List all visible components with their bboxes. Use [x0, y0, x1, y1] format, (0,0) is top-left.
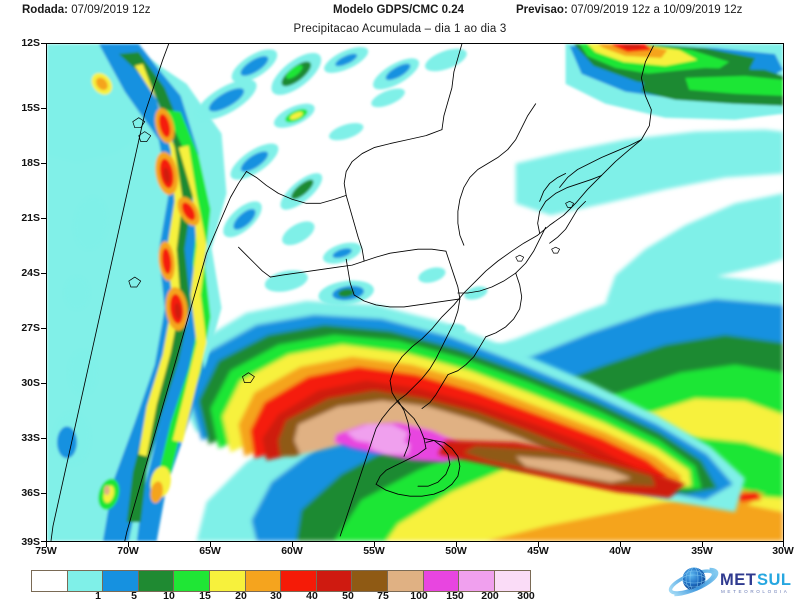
legend-swatch-13[interactable]: [494, 571, 531, 591]
legend-value-0: 1: [95, 590, 101, 602]
chart-subtitle: Precipitacao Acumulada – dia 1 ao dia 3: [293, 23, 507, 35]
x-axis-label-1: 70W: [117, 545, 139, 557]
x-axis-label-5: 50W: [445, 545, 467, 557]
y-axis-label-3: 21S: [21, 212, 40, 224]
y-axis-label-9: 39S: [21, 536, 40, 548]
metsul-logo[interactable]: MET SUL METEOROLOGIA: [668, 563, 792, 599]
legend-swatch-0[interactable]: [32, 571, 68, 591]
legend-swatch-10[interactable]: [387, 571, 424, 591]
y-axis-label-2: 18S: [21, 157, 40, 169]
legend-value-5: 30: [270, 590, 282, 602]
legend-value-12: 300: [517, 590, 535, 602]
legend-tick-labels: 1 5 10 15 20 30 40 50 75 100 150 200 300: [31, 590, 535, 602]
legend-swatch-7[interactable]: [281, 571, 317, 591]
y-axis-label-0: 12S: [21, 37, 40, 49]
precipitation-contours: [47, 44, 783, 541]
contour-group-andes: [47, 44, 227, 541]
legend-swatch-6[interactable]: [245, 571, 282, 591]
y-axis-label-1: 15S: [21, 102, 40, 114]
andes-hotspots: [91, 73, 200, 510]
legend-swatch-11[interactable]: [423, 571, 460, 591]
contour-group-scattered: [53, 46, 488, 465]
x-axis-label-9: 30W: [772, 545, 794, 557]
model-run-value: 07/09/2019 12z: [71, 4, 151, 16]
logo-brand-met: MET: [720, 571, 756, 589]
legend-value-4: 20: [235, 590, 247, 602]
model-run-label: Rodada:: [22, 4, 68, 16]
legend-swatch-4[interactable]: [174, 571, 210, 591]
legend-value-11: 200: [481, 590, 499, 602]
contour-group-east-extension: [437, 440, 686, 499]
contour-group-ne-coast: [565, 44, 783, 120]
model-name: Modelo GDPS/CMC 0.24: [333, 4, 464, 16]
x-axis-label-0: 75W: [35, 545, 57, 557]
y-axis-label-6: 30S: [21, 377, 40, 389]
forecast-validity-info: Previsao: 07/09/2019 12z a 10/09/2019 12…: [516, 4, 742, 16]
y-axis-label-5: 27S: [21, 322, 40, 334]
forecast-validity-label: Previsao:: [516, 4, 568, 16]
x-axis-label-7: 40W: [609, 545, 631, 557]
legend-swatch-1[interactable]: [67, 571, 104, 591]
map-canvas: [47, 44, 783, 541]
y-axis-label-8: 36S: [21, 487, 40, 499]
political-borders: [50, 44, 654, 541]
legend-value-7: 50: [342, 590, 354, 602]
forecast-validity-value: 07/09/2019 12z a 10/09/2019 12z: [570, 4, 743, 16]
legend-value-9: 100: [410, 590, 428, 602]
legend-swatch-8[interactable]: [316, 571, 353, 591]
color-legend[interactable]: [31, 570, 532, 592]
legend-swatch-5[interactable]: [209, 571, 246, 591]
legend-value-8: 75: [377, 590, 389, 602]
y-axis-label-7: 33S: [21, 432, 40, 444]
legend-swatch-12[interactable]: [459, 571, 495, 591]
logo-tagline: METEOROLOGIA: [721, 589, 789, 594]
legend-value-6: 40: [306, 590, 318, 602]
globe-icon: [682, 567, 706, 591]
x-axis-label-2: 65W: [199, 545, 221, 557]
legend-swatch-2[interactable]: [103, 571, 139, 591]
model-run-info: Rodada: 07/09/2019 12z: [22, 4, 151, 16]
legend-value-10: 150: [446, 590, 464, 602]
precipitation-map[interactable]: [46, 43, 784, 542]
y-axis-label-4: 24S: [21, 267, 40, 279]
legend-value-3: 15: [199, 590, 211, 602]
logo-brand-sul: SUL: [757, 571, 792, 589]
x-axis-label-4: 55W: [363, 545, 385, 557]
legend-value-1: 5: [131, 590, 137, 602]
legend-swatch-3[interactable]: [138, 571, 175, 591]
header-bar: Rodada: 07/09/2019 12z Modelo GDPS/CMC 0…: [0, 4, 800, 20]
legend-value-2: 10: [163, 590, 175, 602]
x-axis-label-6: 45W: [527, 545, 549, 557]
x-axis-label-8: 35W: [691, 545, 713, 557]
x-axis-label-3: 60W: [281, 545, 303, 557]
legend-swatch-9[interactable]: [352, 571, 388, 591]
